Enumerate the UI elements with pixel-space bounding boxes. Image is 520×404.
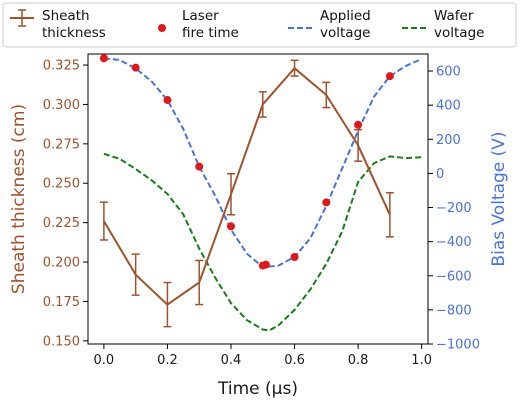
y-right-tick-label: 600 (436, 65, 461, 80)
x-tick-label: 0.0 (94, 353, 115, 368)
y-left-tick-label: 0.250 (43, 177, 80, 192)
sheath-error-bar (258, 91, 267, 118)
legend-label-line: Sheath (42, 8, 90, 24)
sheath-error-bar (354, 128, 363, 162)
axes-layer: 0.0 0.2 0.4 0.6 0.8 1.0 0.150 0.175 0.200 0.225 0.… (43, 59, 480, 368)
laser-fire-point (322, 198, 331, 207)
laser-fire-point (195, 162, 204, 171)
sheath-error-bar (290, 59, 299, 77)
laser-fire-point (261, 260, 270, 269)
sheath-error-bar (385, 191, 394, 238)
sheath-error-bar (226, 173, 235, 216)
legend-item: Wafer voltage (402, 8, 484, 41)
y-right-tick-label: −1000 (436, 338, 480, 353)
y-right-tick-label: 200 (436, 133, 461, 148)
legend-label-line: Applied (320, 8, 371, 24)
laser-fire-point (99, 54, 108, 63)
x-tick-label: 0.4 (221, 353, 242, 368)
y-left-tick-label: 0.150 (43, 334, 80, 349)
plot-layer (99, 54, 422, 332)
legend-label-line: thickness (42, 25, 106, 41)
legend-label: Sheath thickness (42, 8, 106, 41)
legend-label-line: voltage (434, 25, 484, 41)
laser-fire-point (385, 72, 394, 81)
legend-item: Sheath thickness (10, 8, 106, 41)
y-left-tick-label: 0.200 (43, 256, 80, 271)
legend-frame (2, 2, 517, 48)
y-left-tick-label: 0.325 (43, 59, 80, 74)
y-right-tick-label: −400 (436, 235, 472, 250)
legend-label: Laser fire time (182, 8, 239, 41)
y-left-tick-label: 0.300 (43, 98, 80, 113)
legend-label: Applied voltage (320, 8, 371, 41)
legend-item: Applied voltage (288, 8, 371, 41)
legend-item: Laser fire time (158, 8, 239, 41)
y-left-tick-label: 0.175 (43, 295, 80, 310)
x-tick-label: 0.8 (348, 353, 369, 368)
x-tick-label: 0.2 (157, 353, 178, 368)
legend-label-line: voltage (320, 25, 370, 41)
y-right-tick-label: 400 (436, 99, 461, 114)
sheath-error-bar (99, 201, 108, 241)
laser-fire-point (354, 120, 363, 129)
laser-fire-point (131, 63, 140, 72)
y-right-axis-title: Bias Voltage (V) (489, 131, 509, 266)
legend-label-line: Wafer (434, 8, 474, 24)
laser-fire-point (290, 253, 299, 261)
y-right-tick-label: 0 (436, 167, 444, 182)
laser-fire-point (226, 222, 235, 231)
sheath-error-bar (163, 281, 172, 328)
wafer-voltage-line (103, 152, 422, 332)
sheath-error-bar (131, 253, 140, 296)
plot-area (87, 53, 429, 345)
legend-swatch-marker (158, 24, 166, 32)
sheath-error-bar (322, 81, 331, 109)
legend-label: Wafer voltage (434, 8, 484, 41)
legend-label-line: fire time (182, 25, 239, 41)
sheath-thickness-line (103, 66, 391, 306)
y-right-tick-label: −600 (436, 269, 472, 284)
x-axis-title: Time (μs) (217, 379, 298, 399)
y-left-tick-label: 0.225 (43, 216, 80, 231)
x-tick-label: 1.0 (411, 353, 432, 368)
laser-fire-point (163, 96, 172, 105)
y-left-tick-label: 0.275 (43, 137, 80, 152)
y-right-tick-label: −800 (436, 303, 472, 318)
sheath-error-bar (195, 259, 204, 306)
y-right-tick-label: −200 (436, 201, 472, 216)
y-left-axis-title: Sheath thickness (cm) (9, 104, 29, 294)
legend-label-line: Laser (182, 8, 219, 24)
x-tick-label: 0.6 (284, 353, 305, 368)
